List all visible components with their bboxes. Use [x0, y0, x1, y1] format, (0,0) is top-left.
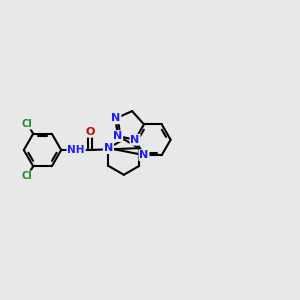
Text: N: N	[113, 131, 122, 141]
Text: NH: NH	[68, 145, 85, 155]
Text: N: N	[104, 143, 113, 153]
Text: Cl: Cl	[22, 171, 33, 181]
Text: N: N	[130, 135, 140, 145]
Text: N: N	[139, 150, 148, 160]
Text: O: O	[85, 127, 95, 137]
Text: N: N	[111, 113, 121, 123]
Text: Cl: Cl	[22, 119, 33, 129]
